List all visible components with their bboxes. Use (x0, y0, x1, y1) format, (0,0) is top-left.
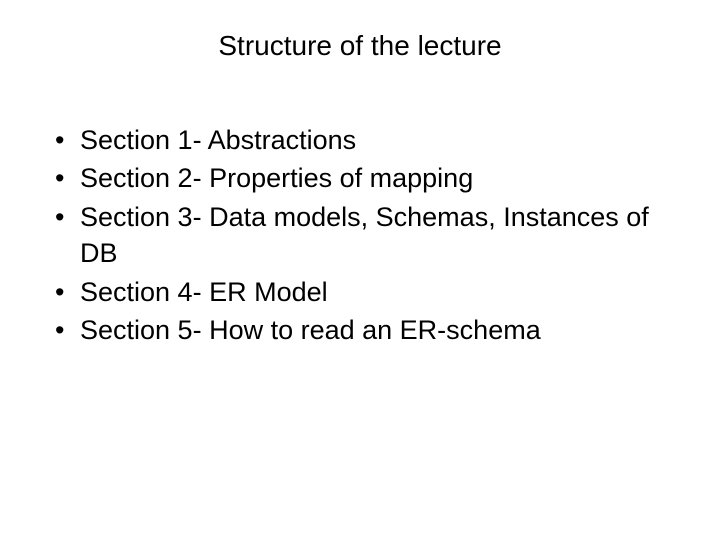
bullet-item: Section 5- How to read an ER-schema (50, 312, 680, 348)
bullet-item: Section 4- ER Model (50, 274, 680, 310)
bullet-item: Section 1- Abstractions (50, 122, 680, 158)
bullet-item: Section 3- Data models, Schemas, Instanc… (50, 199, 680, 272)
bullet-item: Section 2- Properties of mapping (50, 160, 680, 196)
slide-title: Structure of the lecture (40, 30, 680, 62)
bullet-list: Section 1- Abstractions Section 2- Prope… (40, 122, 680, 349)
